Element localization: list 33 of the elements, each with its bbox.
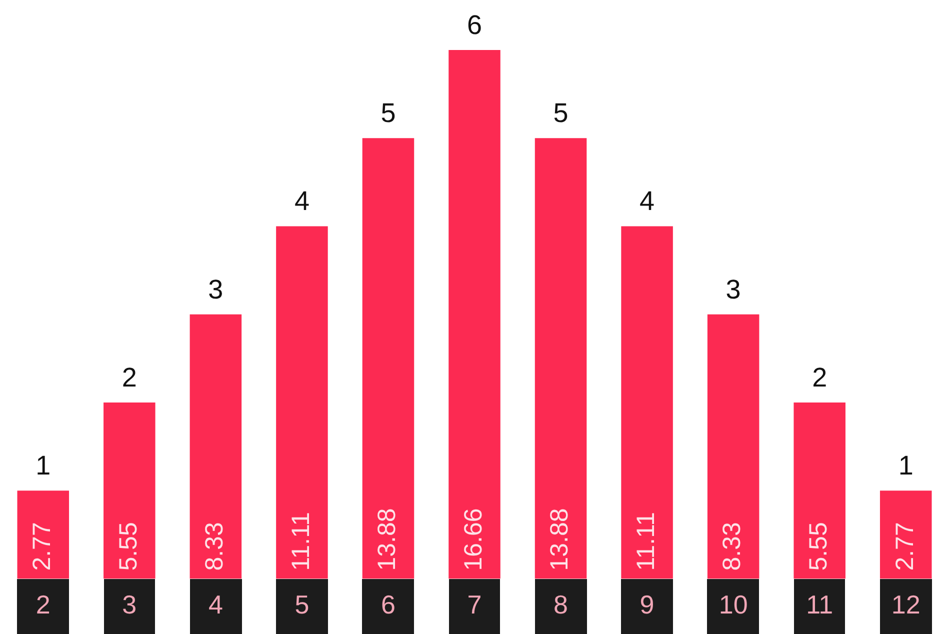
x-tick-label: 9 bbox=[640, 590, 654, 620]
data-label: 1 bbox=[898, 450, 914, 481]
annotation: 2.77 bbox=[890, 522, 919, 571]
x-tick-label: 7 bbox=[467, 590, 482, 620]
annotation: 8.33 bbox=[718, 522, 746, 571]
data-label: 5 bbox=[553, 98, 568, 128]
annotation: 5.55 bbox=[804, 522, 832, 571]
data-label: 1 bbox=[36, 450, 51, 481]
x-tick-label: 3 bbox=[122, 590, 137, 620]
data-label: 2 bbox=[122, 362, 137, 392]
data-label: 5 bbox=[380, 98, 396, 128]
annotation: 16.66 bbox=[459, 508, 488, 571]
data-label: 4 bbox=[294, 186, 310, 216]
x-tick-label: 8 bbox=[554, 590, 568, 620]
x-tick-label: 10 bbox=[718, 590, 748, 620]
annotation: 5.55 bbox=[114, 522, 142, 571]
annotation: 11.11 bbox=[286, 512, 315, 571]
x-tick-label: 2 bbox=[36, 590, 50, 620]
annotation: 11.11 bbox=[632, 512, 660, 571]
annotation: 13.88 bbox=[373, 508, 402, 571]
x-tick-label: 12 bbox=[891, 590, 920, 620]
data-label: 2 bbox=[812, 362, 828, 392]
x-tick-label: 5 bbox=[294, 590, 310, 620]
annotation: 13.88 bbox=[546, 508, 574, 571]
data-label: 6 bbox=[466, 10, 482, 40]
x-tick-label: 6 bbox=[380, 590, 396, 620]
data-label: 3 bbox=[726, 274, 741, 304]
x-tick-label: 4 bbox=[208, 590, 223, 620]
data-label: 3 bbox=[208, 274, 224, 304]
annotation: 8.33 bbox=[200, 522, 229, 571]
annotation: 2.77 bbox=[28, 522, 56, 571]
data-label: 4 bbox=[640, 186, 655, 216]
x-tick-label: 11 bbox=[806, 590, 834, 620]
